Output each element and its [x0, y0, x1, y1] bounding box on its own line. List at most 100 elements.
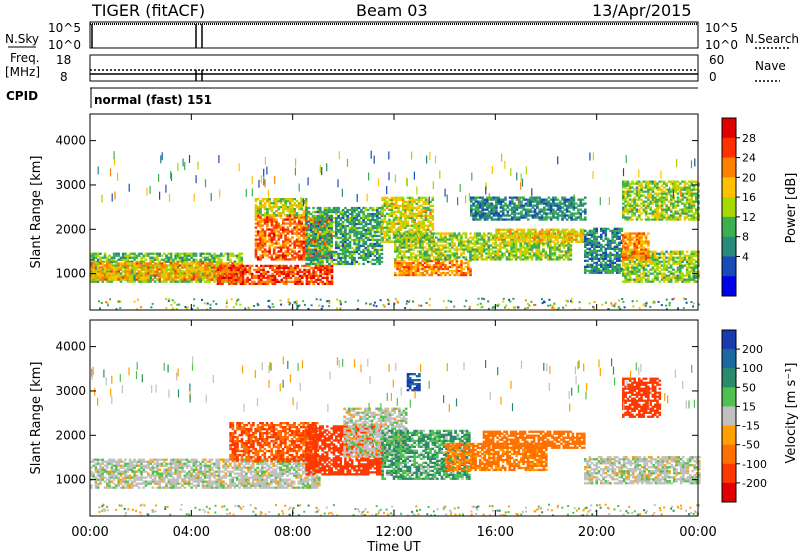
power-cell: [413, 220, 416, 223]
power-cell: [495, 218, 498, 221]
power-cell: [131, 278, 134, 281]
power-cell: [270, 256, 274, 259]
power-cell: [404, 204, 407, 207]
power-cell: [259, 254, 262, 257]
power-cell: [488, 214, 491, 217]
power-cell: [153, 280, 157, 283]
power-cell: [330, 264, 334, 268]
power-cell: [158, 278, 161, 281]
power-cell: [538, 208, 541, 211]
power-cell: [556, 234, 560, 237]
power-cell: [163, 278, 166, 281]
power-cell: [373, 226, 377, 230]
power-cell: [498, 256, 502, 259]
power-cell: [266, 220, 269, 223]
power-cell: [271, 274, 274, 277]
power-cell: [565, 214, 569, 217]
power-cell: [206, 274, 209, 277]
power-cell: [504, 198, 507, 201]
power-cell: [497, 218, 500, 221]
power-cell: [341, 254, 345, 258]
power-cell: [234, 272, 238, 276]
power-cell: [305, 278, 309, 281]
noise-tick-right-bottom: 10^0: [705, 38, 738, 52]
power-cell: [492, 196, 496, 199]
power-cell: [425, 234, 429, 237]
power-cell: [474, 196, 478, 199]
power-cell: [407, 244, 411, 247]
power-cell: [490, 216, 494, 219]
power-cell: [575, 230, 578, 233]
power-cell: [330, 250, 333, 254]
power-cell: [364, 254, 368, 258]
power-cell: [300, 256, 303, 259]
power-cell: [330, 240, 333, 244]
power-cell: [357, 226, 361, 230]
power-cell: [497, 216, 500, 219]
power-cell: [230, 268, 233, 272]
power-cell: [332, 254, 336, 258]
power-cell: [273, 264, 277, 268]
power-cell: [425, 252, 429, 255]
power-cell: [426, 206, 430, 209]
power-cell: [534, 228, 537, 231]
power-cell: [561, 206, 564, 209]
power-cell: [545, 202, 548, 205]
power-cell: [142, 278, 145, 281]
power-cell: [268, 216, 271, 219]
power-cell: [309, 260, 313, 264]
power-cell: [279, 258, 283, 261]
power-cell: [469, 248, 472, 251]
power-cell: [534, 232, 537, 235]
power-cell: [510, 250, 513, 253]
power-cell: [108, 264, 111, 267]
power-cell: [151, 268, 155, 271]
power-cell: [275, 210, 278, 213]
power-cell: [316, 220, 319, 223]
power-cell: [169, 280, 173, 283]
power-cell: [232, 270, 236, 274]
power-cell: [410, 265, 413, 269]
power-cell: [194, 280, 198, 283]
power-cell: [432, 265, 436, 269]
power-cell: [355, 230, 359, 234]
power-cell: [261, 230, 265, 233]
power-cell: [504, 196, 507, 199]
power-cell: [401, 198, 405, 201]
power-cell: [279, 216, 283, 219]
power-cell: [350, 222, 354, 226]
power-cell: [213, 264, 216, 267]
power-cell: [520, 230, 523, 233]
power-cell: [529, 232, 533, 235]
power-cell: [435, 265, 438, 269]
power-cell: [298, 216, 301, 219]
power-cell: [121, 276, 125, 279]
power-cell: [302, 216, 306, 219]
power-cell: [135, 256, 139, 259]
power-cell: [398, 273, 402, 277]
power-cell: [426, 200, 430, 203]
power-cell: [298, 276, 302, 279]
power-cell: [305, 224, 308, 228]
power-cell: [565, 206, 569, 209]
power-cell: [495, 208, 498, 211]
power-cell: [311, 238, 315, 241]
power-cell: [497, 214, 500, 217]
power-cell: [520, 212, 523, 215]
power-cell: [305, 274, 309, 277]
power-cell: [256, 198, 260, 201]
power-cell: [547, 202, 551, 205]
power-cell: [412, 248, 415, 251]
power-cell: [364, 256, 368, 260]
power-cell: [305, 206, 308, 210]
power-cell: [563, 230, 567, 233]
power-cell: [529, 204, 532, 207]
power-cell: [509, 234, 512, 237]
power-cell: [254, 212, 258, 215]
power-cell: [307, 238, 311, 242]
power-cell: [562, 250, 566, 253]
power-cell: [137, 252, 141, 255]
power-cell: [266, 250, 269, 253]
power-cell: [272, 214, 276, 217]
power-cell: [158, 266, 161, 269]
